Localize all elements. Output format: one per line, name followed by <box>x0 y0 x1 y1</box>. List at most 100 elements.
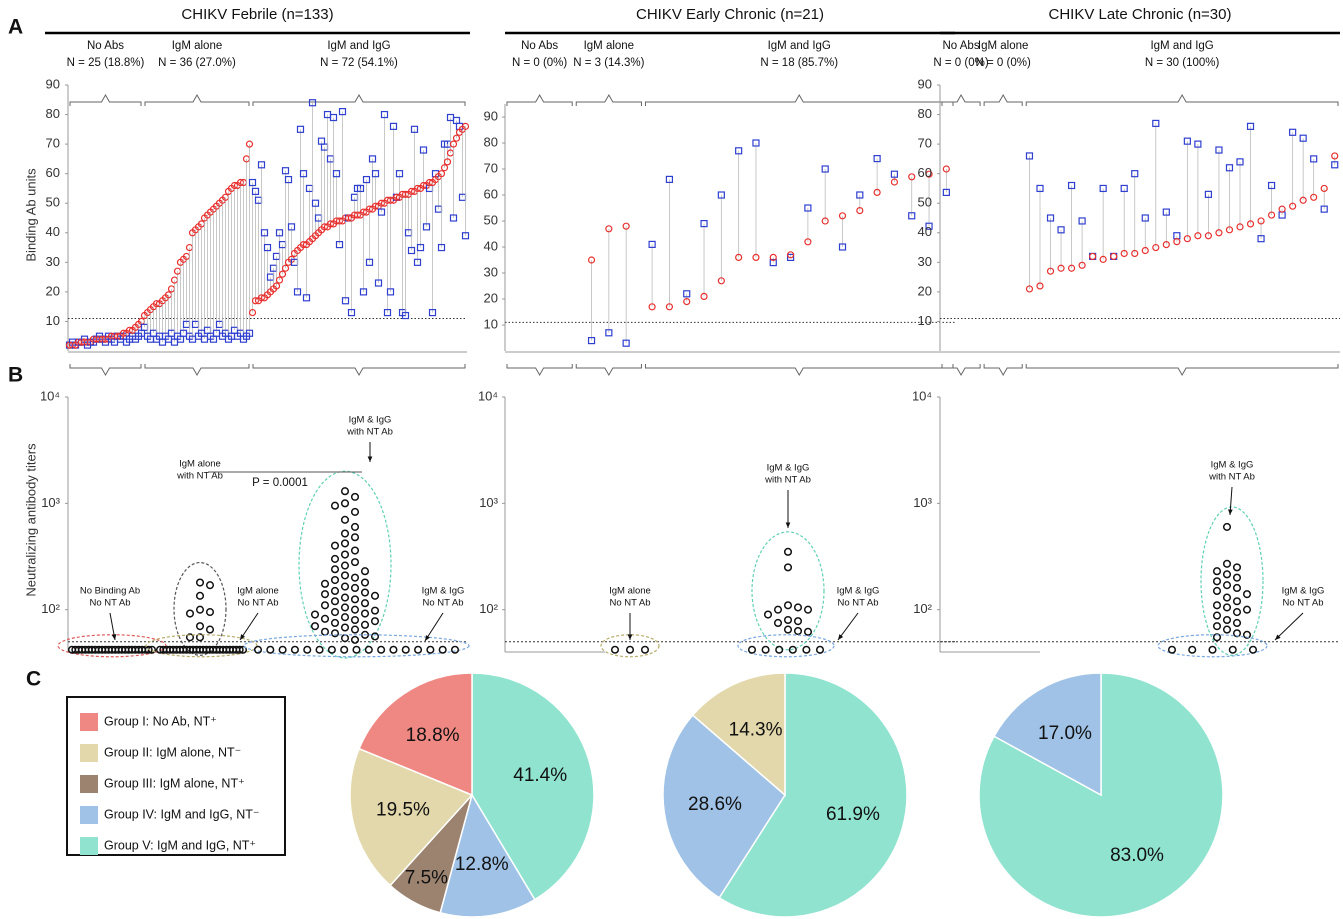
pie-slice <box>358 672 473 797</box>
pie-slice <box>718 672 908 918</box>
group-count: N = 72 (54.1%) <box>320 57 398 69</box>
igg-point <box>1299 134 1307 142</box>
igm-point <box>1257 217 1265 225</box>
titer-point <box>370 617 380 626</box>
titer-point <box>310 622 320 631</box>
legend-box <box>66 696 286 856</box>
pie-label: 61.9% <box>826 804 880 825</box>
titer-point <box>350 522 360 531</box>
titer-point <box>1242 605 1252 614</box>
titer-point <box>802 645 811 654</box>
titer-point <box>330 541 340 550</box>
igg-point <box>245 329 254 337</box>
cluster-label: No NT Ab <box>89 598 130 609</box>
igg-point <box>347 308 356 317</box>
titer-point <box>1222 625 1232 634</box>
titer-point <box>310 610 320 619</box>
igg-point <box>804 204 812 212</box>
igm-point <box>1183 235 1191 243</box>
y-tick-label: 60 <box>46 165 60 180</box>
titer-point <box>235 645 244 654</box>
igm-point <box>281 264 290 272</box>
titer-point <box>438 645 447 654</box>
titer-point <box>340 529 350 538</box>
igm-point <box>1057 264 1065 272</box>
igg-point <box>413 258 422 266</box>
titer-point <box>144 645 153 654</box>
igm-point <box>1310 193 1318 201</box>
igm-point <box>1204 232 1213 240</box>
igg-point <box>380 110 389 119</box>
igm-point <box>1162 241 1170 249</box>
titer-point <box>783 625 793 634</box>
titer-point <box>793 617 803 626</box>
titer-point <box>401 645 410 654</box>
group-bracket <box>983 93 1023 106</box>
igg-point <box>942 188 950 196</box>
titer-point <box>815 645 825 654</box>
legend-swatch <box>80 744 98 762</box>
p-value: P = 0.0001 <box>252 477 308 489</box>
group-name: No Abs <box>87 40 124 52</box>
titer-point <box>1232 608 1242 617</box>
column-title: CHIKV Febrile (n=133) <box>181 6 333 23</box>
y-tick-label: 70 <box>918 136 932 151</box>
arrow-head <box>1275 634 1281 640</box>
igm-point <box>245 140 254 148</box>
titer-point <box>793 626 803 636</box>
igg-point <box>275 229 284 237</box>
titer-point <box>278 645 287 654</box>
titer-point <box>1232 583 1242 593</box>
titer-point <box>340 550 350 559</box>
igg-point <box>1120 184 1128 193</box>
igm-point <box>717 277 725 285</box>
titer-point <box>783 547 793 556</box>
titer-point <box>773 605 783 614</box>
y-tick-label: 10² <box>913 601 932 616</box>
y-tick-label: 70 <box>484 160 498 175</box>
titer-point <box>350 605 360 614</box>
igm-point <box>248 308 257 317</box>
igg-point <box>1078 217 1086 225</box>
group-name: IgM and IgG <box>768 40 831 52</box>
titer-point <box>1212 633 1222 642</box>
legend-swatch <box>80 713 98 731</box>
y-tick-label: 10⁴ <box>912 388 932 403</box>
y-axis-label: Binding Ab units <box>23 168 38 262</box>
igm-point <box>1236 223 1244 231</box>
arrow-head <box>627 634 633 640</box>
igg-point <box>449 214 458 222</box>
titer-point <box>1212 622 1222 631</box>
igg-point <box>407 246 416 255</box>
igm-point <box>1131 249 1139 258</box>
pie-label: 41.4% <box>513 765 567 786</box>
titer-point <box>185 609 195 618</box>
titer-point <box>350 615 360 625</box>
titer-point <box>1222 603 1232 612</box>
group-bracket <box>69 364 142 377</box>
y-tick-label: 50 <box>484 212 498 227</box>
titer-point <box>330 608 340 617</box>
igg-point <box>622 339 630 347</box>
group-name: No Abs <box>943 40 980 52</box>
igg-point <box>821 165 829 173</box>
group-bracket <box>983 364 1023 377</box>
titer-point <box>340 582 350 591</box>
igg-point <box>257 161 266 169</box>
titer-point <box>1222 570 1232 579</box>
titer-point <box>610 645 620 654</box>
igm-point <box>1110 252 1118 261</box>
y-tick-label: 90 <box>484 108 498 123</box>
igg-point <box>873 155 881 163</box>
titer-point <box>253 645 263 654</box>
y-tick-label: 10 <box>46 313 60 328</box>
cluster-outline <box>145 634 258 658</box>
pie-label: 17.0% <box>1038 723 1092 744</box>
titer-point <box>340 593 350 602</box>
y-tick-label: 10 <box>484 316 498 331</box>
arrow-head <box>425 635 430 641</box>
legend-label: Group III: IgM alone, NT⁺ <box>104 776 245 790</box>
group-bracket <box>144 93 250 106</box>
igm-point <box>437 170 446 178</box>
group-bracket <box>1025 364 1339 377</box>
